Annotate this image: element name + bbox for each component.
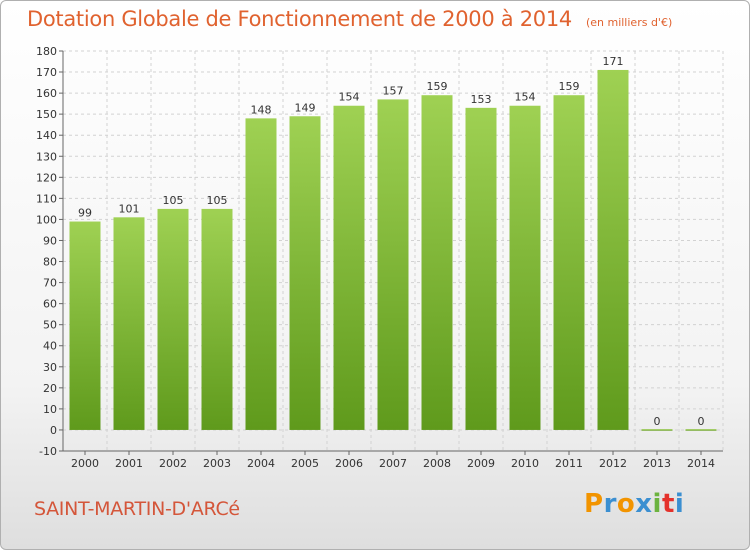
y-tick-label: 100 bbox=[36, 213, 57, 226]
axes: -10 0 10 20 30 40 50 60 70 80 90 100 110 120 130 140 150… bbox=[36, 45, 723, 458]
x-tick-label: 2008 bbox=[423, 457, 451, 470]
y-tick-label: 110 bbox=[36, 192, 57, 205]
bar bbox=[377, 99, 409, 430]
y-tick-label: 170 bbox=[36, 66, 57, 79]
y-tick-label: 60 bbox=[43, 298, 57, 311]
y-tick-label: 180 bbox=[36, 45, 57, 58]
bar-value-label: 154 bbox=[339, 91, 360, 104]
bar bbox=[333, 105, 365, 430]
bar-value-label: 157 bbox=[383, 84, 404, 97]
bar-value-label: 105 bbox=[163, 194, 184, 207]
bar-value-label: 105 bbox=[207, 194, 228, 207]
logo-letter: i bbox=[674, 489, 685, 519]
y-tick-label: 130 bbox=[36, 150, 57, 163]
y-tick-label: 30 bbox=[43, 361, 57, 374]
x-tick-label: 2013 bbox=[643, 457, 671, 470]
bar-value-label: 148 bbox=[251, 103, 272, 116]
bar-value-label: 159 bbox=[427, 80, 448, 93]
bar-value-label: 149 bbox=[295, 101, 316, 114]
bar bbox=[289, 116, 321, 430]
bar-value-label: 99 bbox=[78, 207, 92, 220]
bar-value-label: 171 bbox=[603, 55, 624, 68]
x-tick-label: 2012 bbox=[599, 457, 627, 470]
y-tick-label: -10 bbox=[39, 445, 57, 458]
bars bbox=[69, 69, 717, 431]
y-tick-label: 10 bbox=[43, 403, 57, 416]
commune-name: SAINT-MARTIN-D'ARCé bbox=[34, 498, 240, 520]
bar-value-label: 154 bbox=[515, 91, 536, 104]
y-tick-label: 20 bbox=[43, 382, 57, 395]
y-tick-label: 140 bbox=[36, 129, 57, 142]
x-tick-label: 2009 bbox=[467, 457, 495, 470]
bar bbox=[553, 95, 585, 430]
bar bbox=[509, 105, 541, 430]
x-tick-label: 2002 bbox=[159, 457, 187, 470]
bar-value-label: 0 bbox=[654, 415, 661, 428]
y-tick-label: 80 bbox=[43, 256, 57, 269]
logo-letter: o bbox=[616, 489, 636, 519]
y-tick-label: 40 bbox=[43, 340, 57, 353]
bar bbox=[597, 69, 629, 430]
bar bbox=[465, 107, 497, 430]
y-tick-label: 0 bbox=[50, 424, 57, 437]
bar-value-label: 0 bbox=[698, 415, 705, 428]
x-tick-label: 2000 bbox=[71, 457, 99, 470]
logo-letter: t bbox=[661, 489, 675, 519]
logo-letter: x bbox=[635, 489, 653, 519]
logo-letter: P bbox=[584, 489, 604, 519]
y-tick-label: 160 bbox=[36, 87, 57, 100]
y-tick-label: 50 bbox=[43, 319, 57, 332]
bar bbox=[641, 429, 673, 431]
bar bbox=[421, 95, 453, 430]
y-tick-label: 90 bbox=[43, 234, 57, 247]
x-tick-label: 2005 bbox=[291, 457, 319, 470]
x-tick-label: 2003 bbox=[203, 457, 231, 470]
bar bbox=[69, 221, 101, 430]
x-tick-label: 2011 bbox=[555, 457, 583, 470]
y-tick-label: 150 bbox=[36, 108, 57, 121]
bar bbox=[113, 217, 145, 430]
logo-letter: r bbox=[603, 489, 617, 519]
chart-title: Dotation Globale de Fonctionnement de 20… bbox=[27, 7, 672, 31]
x-tick-label: 2001 bbox=[115, 457, 143, 470]
x-tick-label: 2007 bbox=[379, 457, 407, 470]
bar bbox=[201, 208, 233, 430]
y-tick-label: 70 bbox=[43, 277, 57, 290]
labels: 99 2000 101 2001 105 2002 105 2003 148 2004 149 200… bbox=[71, 55, 715, 470]
logo-letter: i bbox=[652, 489, 662, 519]
bar-value-label: 101 bbox=[119, 202, 140, 215]
x-tick-label: 2004 bbox=[247, 457, 275, 470]
x-tick-label: 2014 bbox=[687, 457, 715, 470]
chart-title-text: Dotation Globale de Fonctionnement de 20… bbox=[27, 7, 572, 31]
bar bbox=[157, 208, 189, 430]
bar bbox=[245, 118, 277, 430]
chart-unit-note: (en milliers d'€) bbox=[585, 16, 673, 29]
x-tick-label: 2010 bbox=[511, 457, 539, 470]
bar-value-label: 159 bbox=[559, 80, 580, 93]
proxiti-logo: Proxiti bbox=[584, 489, 684, 519]
x-tick-label: 2006 bbox=[335, 457, 363, 470]
bar bbox=[685, 429, 717, 431]
y-tick-label: 120 bbox=[36, 171, 57, 184]
bar-value-label: 153 bbox=[471, 93, 492, 106]
